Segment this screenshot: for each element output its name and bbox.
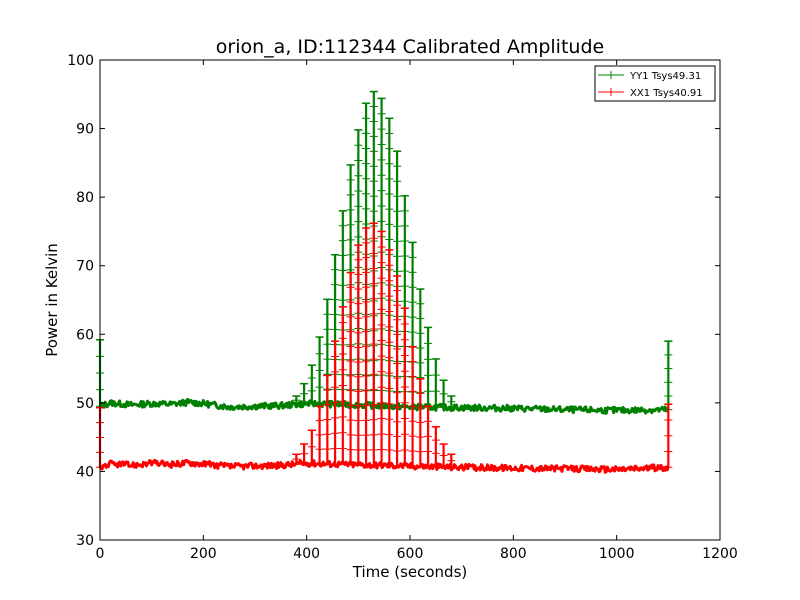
spike xyxy=(431,426,440,468)
spike xyxy=(323,374,332,465)
series-layer xyxy=(96,90,673,474)
spike xyxy=(362,227,371,466)
series-line xyxy=(99,397,670,415)
spike xyxy=(292,453,301,465)
x-axis-label: Time (seconds) xyxy=(352,563,468,581)
legend-item: XX1 Tsys40.91 xyxy=(598,88,703,99)
spike xyxy=(431,358,440,408)
spike xyxy=(315,336,324,405)
series-line xyxy=(98,458,670,474)
y-tick-label: 50 xyxy=(76,396,94,412)
spike xyxy=(338,306,347,465)
legend: YY1 Tsys49.31 XX1 Tsys40.91 xyxy=(594,65,716,102)
spike xyxy=(307,429,316,464)
spike xyxy=(331,340,340,465)
x-tick-label: 800 xyxy=(500,546,527,562)
legend-label: YY1 Tsys49.31 xyxy=(629,71,701,82)
spike xyxy=(439,379,448,408)
x-axis: 0 200 400 600 800 1000 1200 xyxy=(96,60,738,562)
spike xyxy=(408,345,417,467)
spike xyxy=(385,249,394,466)
spike xyxy=(400,307,409,467)
chart-title: orion_a, ID:112344 Calibrated Amplitude xyxy=(216,36,604,58)
y-tick-label: 30 xyxy=(76,533,94,549)
y-axis: 30 40 50 60 70 80 90 100 xyxy=(67,53,720,549)
x-tick-label: 1200 xyxy=(702,546,738,562)
x-tick-label: 200 xyxy=(190,546,217,562)
spike xyxy=(424,405,433,467)
y-axis-label: Power in Kelvin xyxy=(43,243,61,357)
legend-label: XX1 Tsys40.91 xyxy=(630,88,703,99)
series-xx1 xyxy=(96,222,673,474)
spike xyxy=(439,443,448,468)
spike xyxy=(447,453,456,468)
y-tick-label: 100 xyxy=(67,53,94,69)
y-tick-label: 60 xyxy=(76,327,94,343)
spike xyxy=(315,405,324,465)
x-tick-label: 400 xyxy=(293,546,320,562)
legend-item: YY1 Tsys49.31 xyxy=(598,71,701,82)
plot-area xyxy=(96,59,721,541)
spike xyxy=(416,378,425,467)
spike xyxy=(369,222,378,466)
spike xyxy=(424,326,433,408)
spike xyxy=(300,382,309,405)
spike xyxy=(377,230,386,466)
y-tick-label: 90 xyxy=(76,122,94,138)
y-tick-label: 70 xyxy=(76,259,94,275)
spike xyxy=(292,395,301,405)
spike xyxy=(307,364,316,405)
y-tick-label: 40 xyxy=(76,464,94,480)
legend-box xyxy=(594,65,716,102)
spike xyxy=(393,275,402,467)
y-tick-label: 80 xyxy=(76,190,94,206)
x-tick-label: 1000 xyxy=(599,546,635,562)
spike xyxy=(447,395,456,409)
x-tick-label: 600 xyxy=(397,546,424,562)
spike xyxy=(354,244,363,466)
spike xyxy=(346,271,355,465)
spike xyxy=(300,443,309,464)
spike xyxy=(664,403,673,468)
x-tick-label: 0 xyxy=(96,546,105,562)
